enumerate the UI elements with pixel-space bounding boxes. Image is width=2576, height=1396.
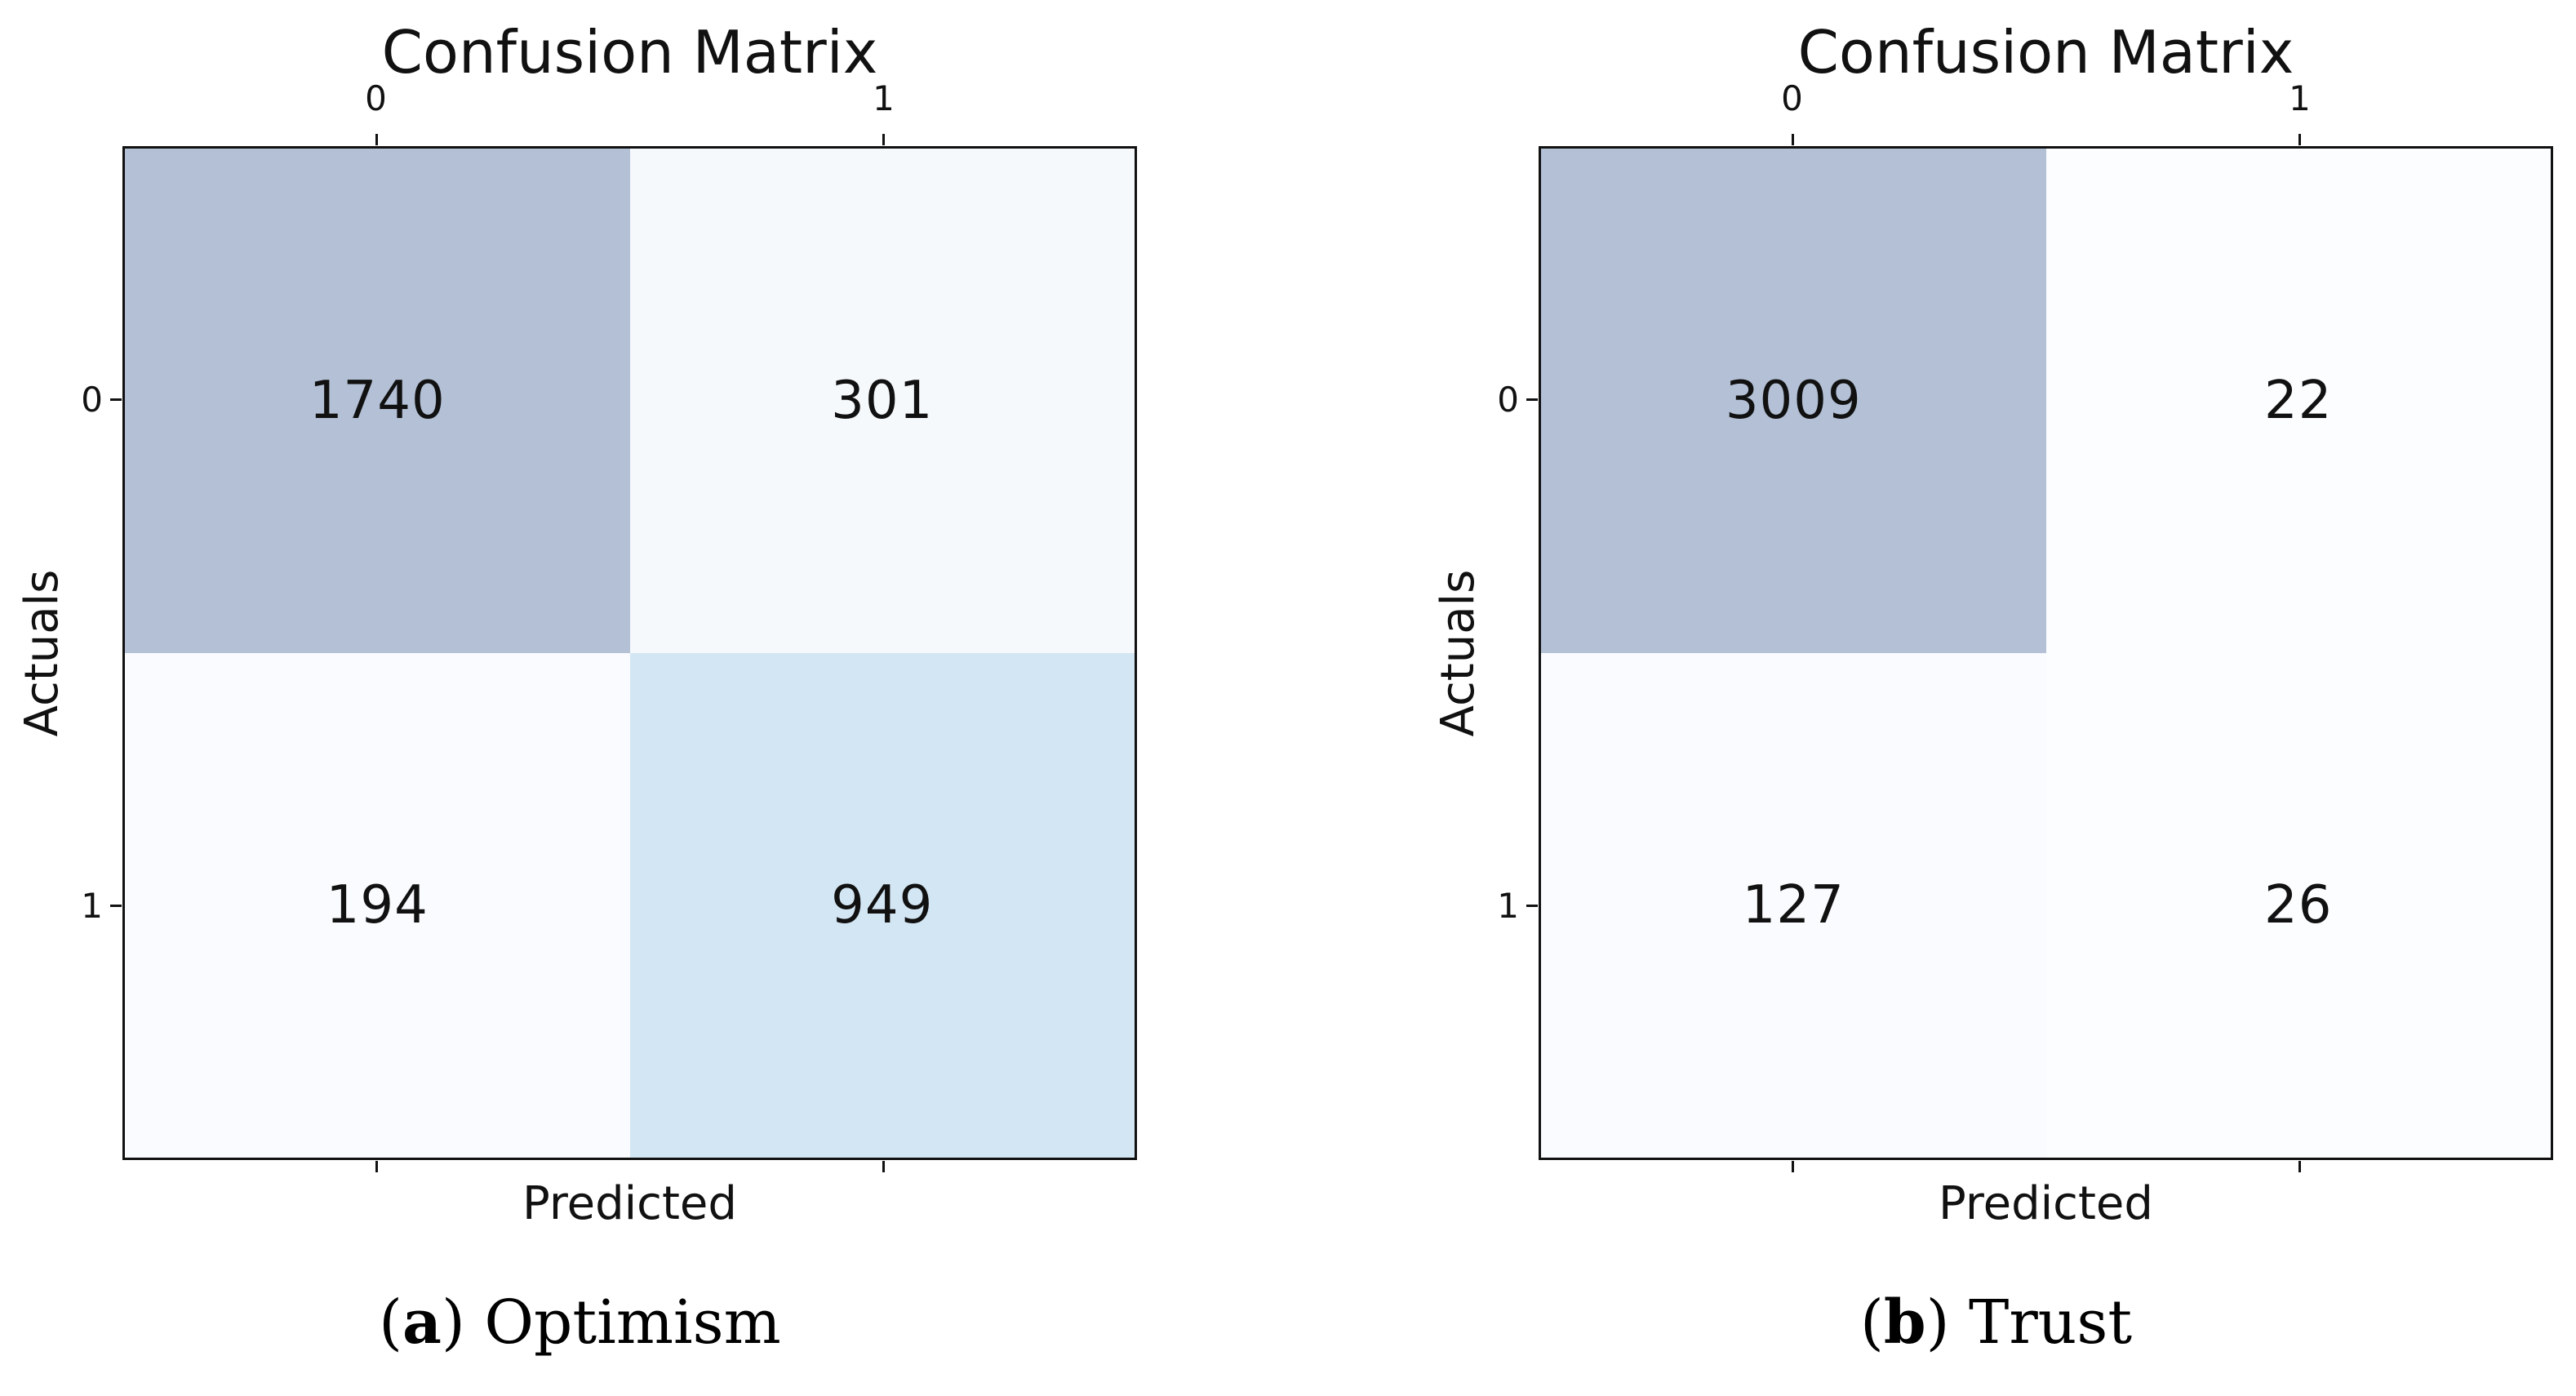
y-tick-mark-0	[110, 398, 122, 401]
x-tick-label-1: 1	[2289, 78, 2311, 118]
caption-open-paren: (	[379, 1287, 403, 1358]
y-tick-mark-1	[110, 905, 122, 907]
subfigure-caption-a: (a) Optimism	[0, 1287, 1160, 1358]
matrix-cell-fp: 22	[2045, 149, 2551, 653]
x-tick-mark-bottom-0	[375, 1161, 378, 1172]
caption-open-paren: (	[1859, 1287, 1884, 1358]
matrix-cell-tn: 1740	[125, 149, 630, 653]
y-tick-label-0: 0	[81, 380, 103, 420]
x-tick-mark-top-0	[1792, 134, 1794, 145]
y-tick-mark-0	[1526, 398, 1538, 401]
x-tick-mark-bottom-1	[882, 1161, 885, 1172]
x-tick-mark-top-1	[882, 134, 885, 145]
matrix-cell-tp: 949	[629, 653, 1135, 1158]
caption-letter: b	[1883, 1287, 1926, 1358]
matrix-cell-tn: 3009	[1541, 149, 2046, 653]
x-tick-label-0: 0	[1781, 78, 1803, 118]
caption-text: ) Optimism	[442, 1287, 781, 1358]
y-tick-label-1: 1	[1497, 886, 1519, 926]
x-tick-mark-top-1	[2298, 134, 2301, 145]
matrix-cell-tp: 26	[2045, 653, 2551, 1158]
y-tick-label-1: 1	[81, 886, 103, 926]
subfigure-b-trust: Confusion Matrix 0 1 0 1 3009 22 127 26 …	[1416, 0, 2576, 1396]
y-tick-label-0: 0	[1497, 380, 1519, 420]
y-axis-label: Actuals	[1432, 569, 1485, 737]
x-axis-label: Predicted	[522, 1177, 737, 1230]
x-tick-mark-top-0	[375, 134, 378, 145]
chart-title: Confusion Matrix	[381, 18, 878, 87]
heatmap-axes: 1740 301 194 949	[122, 146, 1137, 1160]
caption-letter: a	[402, 1287, 442, 1358]
x-axis-label: Predicted	[1939, 1177, 2153, 1230]
subfigure-a-optimism: Confusion Matrix 0 1 0 1 1740 301 194 94…	[0, 0, 1160, 1396]
subfigure-caption-b: (b) Trust	[1416, 1287, 2576, 1358]
matrix-cell-fn: 194	[125, 653, 630, 1158]
x-tick-label-0: 0	[365, 78, 387, 118]
matrix-cell-fp: 301	[629, 149, 1135, 653]
heatmap-axes: 3009 22 127 26	[1539, 146, 2553, 1160]
y-axis-label: Actuals	[16, 569, 69, 737]
caption-text: ) Trust	[1925, 1287, 2133, 1358]
y-tick-mark-1	[1526, 905, 1538, 907]
x-tick-mark-bottom-0	[1792, 1161, 1794, 1172]
chart-title: Confusion Matrix	[1797, 18, 2294, 87]
matrix-cell-fn: 127	[1541, 653, 2046, 1158]
x-tick-label-1: 1	[873, 78, 895, 118]
x-tick-mark-bottom-1	[2298, 1161, 2301, 1172]
